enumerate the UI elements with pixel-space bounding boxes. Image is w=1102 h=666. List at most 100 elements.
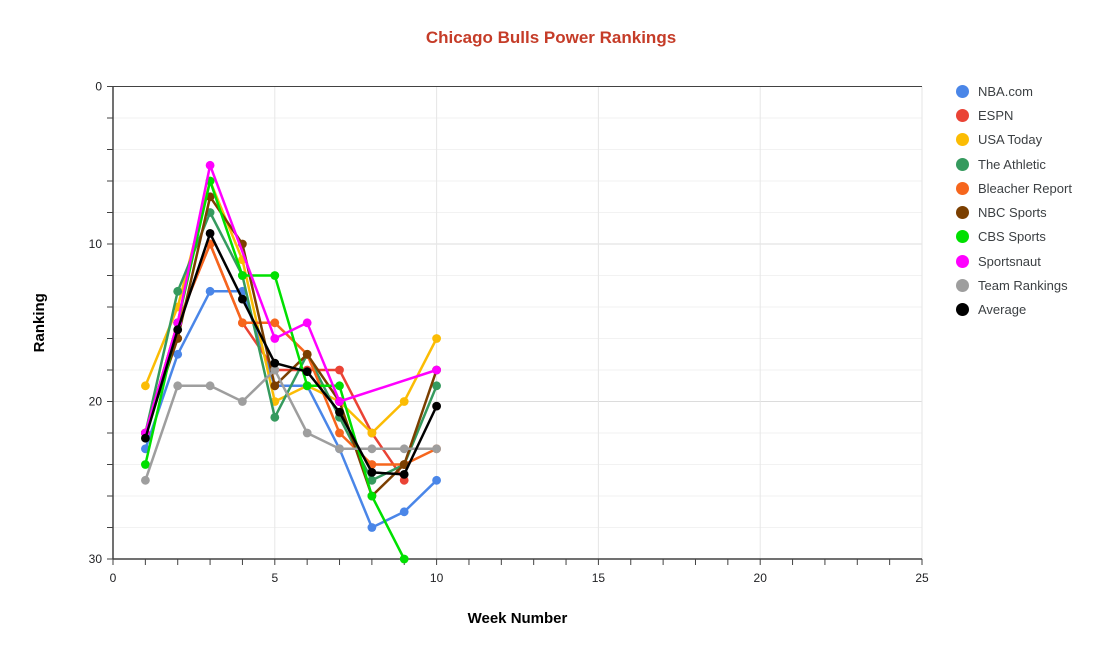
legend-label: Average (978, 302, 1027, 318)
legend-swatch-icon (956, 108, 969, 122)
x-axis-title: Week Number (468, 610, 568, 627)
legend-label: ESPN (978, 107, 1014, 123)
data-point (141, 475, 150, 485)
data-point (399, 460, 409, 469)
series-line (144, 232, 438, 476)
axes (107, 86, 923, 565)
x-tick-label: 10 (430, 571, 444, 585)
data-point (367, 444, 377, 454)
y-tick-label: 30 (89, 552, 103, 566)
data-point (432, 401, 441, 411)
legend-item: ESPN (956, 103, 1072, 127)
data-point (335, 428, 344, 438)
data-point (432, 381, 441, 391)
gridlines (113, 86, 923, 559)
data-point (367, 475, 377, 485)
data-point (335, 407, 344, 417)
series-the-athletic (141, 208, 441, 485)
data-point (238, 318, 247, 328)
data-point (270, 381, 280, 391)
data-point (367, 491, 377, 501)
legend-item: NBC Sports (956, 200, 1072, 224)
legend: NBA.com ESPN USA Today The Athletic Bleacher… (956, 79, 1072, 322)
y-tick-label: 10 (89, 237, 103, 251)
data-point (302, 349, 312, 359)
legend-label: CBS Sports (978, 229, 1046, 245)
data-point (270, 412, 280, 422)
legend-item: NBA.com (956, 79, 1072, 103)
series-line (144, 211, 438, 482)
legend-item: Bleacher Report (956, 176, 1072, 200)
data-point (141, 433, 150, 443)
legend-swatch-icon (956, 303, 969, 317)
data-point (335, 365, 344, 375)
data-point (367, 428, 377, 438)
legend-swatch-icon (956, 230, 969, 244)
legend-swatch-icon (956, 181, 969, 195)
data-point (367, 468, 377, 477)
data-point (205, 286, 215, 296)
data-point (302, 367, 312, 377)
legend-item: Team Rankings (956, 273, 1072, 297)
legend-label: The Athletic (978, 156, 1046, 172)
y-tick-label: 0 (95, 80, 102, 94)
legend-swatch-icon (956, 133, 969, 147)
x-tick-label: 0 (110, 571, 117, 585)
data-point (302, 381, 312, 391)
legend-label: Team Rankings (978, 278, 1068, 294)
data-point (432, 334, 441, 343)
series-nbc-sports (141, 192, 441, 501)
data-point (432, 475, 441, 485)
legend-swatch-icon (956, 157, 969, 171)
data-point (399, 507, 409, 517)
legend-item: Average (956, 298, 1072, 322)
data-point (205, 381, 215, 391)
data-point (173, 325, 183, 335)
legend-label: NBA.com (978, 83, 1033, 99)
legend-item: USA Today (956, 128, 1072, 152)
data-point (141, 460, 150, 469)
data-point (399, 397, 409, 406)
data-point (302, 318, 312, 328)
series-sportsnaut (141, 160, 441, 438)
data-point (399, 444, 409, 454)
data-point (432, 365, 441, 375)
series-line (144, 195, 438, 498)
data-point (205, 160, 215, 170)
data-point (238, 271, 247, 280)
legend-swatch-icon (956, 206, 969, 220)
data-point (302, 428, 312, 438)
legend-label: Sportsnaut (978, 253, 1041, 269)
x-tick-label: 15 (592, 571, 606, 585)
data-point (238, 294, 247, 304)
data-point (270, 271, 280, 280)
data-point (399, 470, 409, 479)
legend-swatch-icon (956, 254, 969, 268)
legend-label: USA Today (978, 132, 1043, 148)
data-point (270, 365, 280, 375)
data-point (270, 318, 280, 328)
legend-item: Sportsnaut (956, 249, 1072, 273)
data-point (141, 381, 150, 391)
y-tick-label: 20 (89, 395, 103, 409)
legend-label: NBC Sports (978, 205, 1047, 221)
data-point (335, 444, 344, 454)
data-point (173, 349, 183, 359)
series-team-rankings (141, 365, 441, 485)
y-axis-title: Ranking (31, 293, 48, 352)
data-point (173, 286, 183, 296)
data-point (238, 397, 247, 406)
legend-item: CBS Sports (956, 225, 1072, 249)
series-average (141, 229, 441, 479)
x-tick-label: 5 (271, 571, 278, 585)
data-point (205, 229, 215, 238)
tick-labels: 0 10 20 30 0 5 10 15 20 25 (89, 80, 929, 586)
data-point (367, 523, 377, 532)
x-tick-label: 25 (915, 571, 929, 585)
data-point (173, 381, 183, 391)
chart-title: Chicago Bulls Power Rankings (425, 28, 677, 47)
legend-swatch-icon (956, 84, 969, 98)
data-point (335, 381, 344, 391)
